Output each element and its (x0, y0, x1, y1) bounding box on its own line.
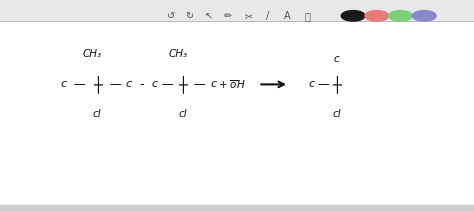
Text: + $\overline{o}$H: + $\overline{o}$H (219, 78, 246, 91)
Bar (0, 0, 474, 21)
Text: CH₃: CH₃ (168, 49, 187, 59)
Text: CH₃: CH₃ (83, 49, 102, 59)
Text: —: — (318, 78, 329, 91)
Text: ✏: ✏ (223, 11, 232, 21)
Text: /: / (266, 11, 269, 21)
Text: —: — (193, 78, 205, 91)
Text: —: — (74, 78, 85, 91)
Text: —: — (109, 78, 121, 91)
Text: c: c (126, 79, 132, 89)
Text: ✂: ✂ (245, 11, 253, 21)
Circle shape (412, 11, 436, 21)
Text: c: c (152, 79, 157, 89)
Text: cl: cl (93, 109, 101, 119)
Text: ┼: ┼ (332, 76, 341, 93)
Circle shape (365, 11, 389, 21)
Text: cl: cl (332, 109, 341, 119)
Text: ┼: ┼ (178, 76, 187, 93)
Circle shape (389, 11, 412, 21)
Text: cl: cl (178, 109, 187, 119)
Text: c: c (61, 79, 67, 89)
Text: A: A (283, 11, 290, 21)
Circle shape (341, 11, 365, 21)
Text: ↖: ↖ (204, 11, 213, 21)
Text: c: c (309, 79, 315, 89)
Text: ┼: ┼ (93, 76, 101, 93)
Text: ↻: ↻ (185, 11, 194, 21)
Text: -: - (139, 78, 144, 91)
Text: ↺: ↺ (166, 11, 175, 21)
Bar (0, 205, 474, 211)
Text: ⬜: ⬜ (304, 11, 310, 21)
Text: c: c (210, 79, 216, 89)
Text: c: c (334, 54, 339, 64)
Text: —: — (161, 78, 173, 91)
